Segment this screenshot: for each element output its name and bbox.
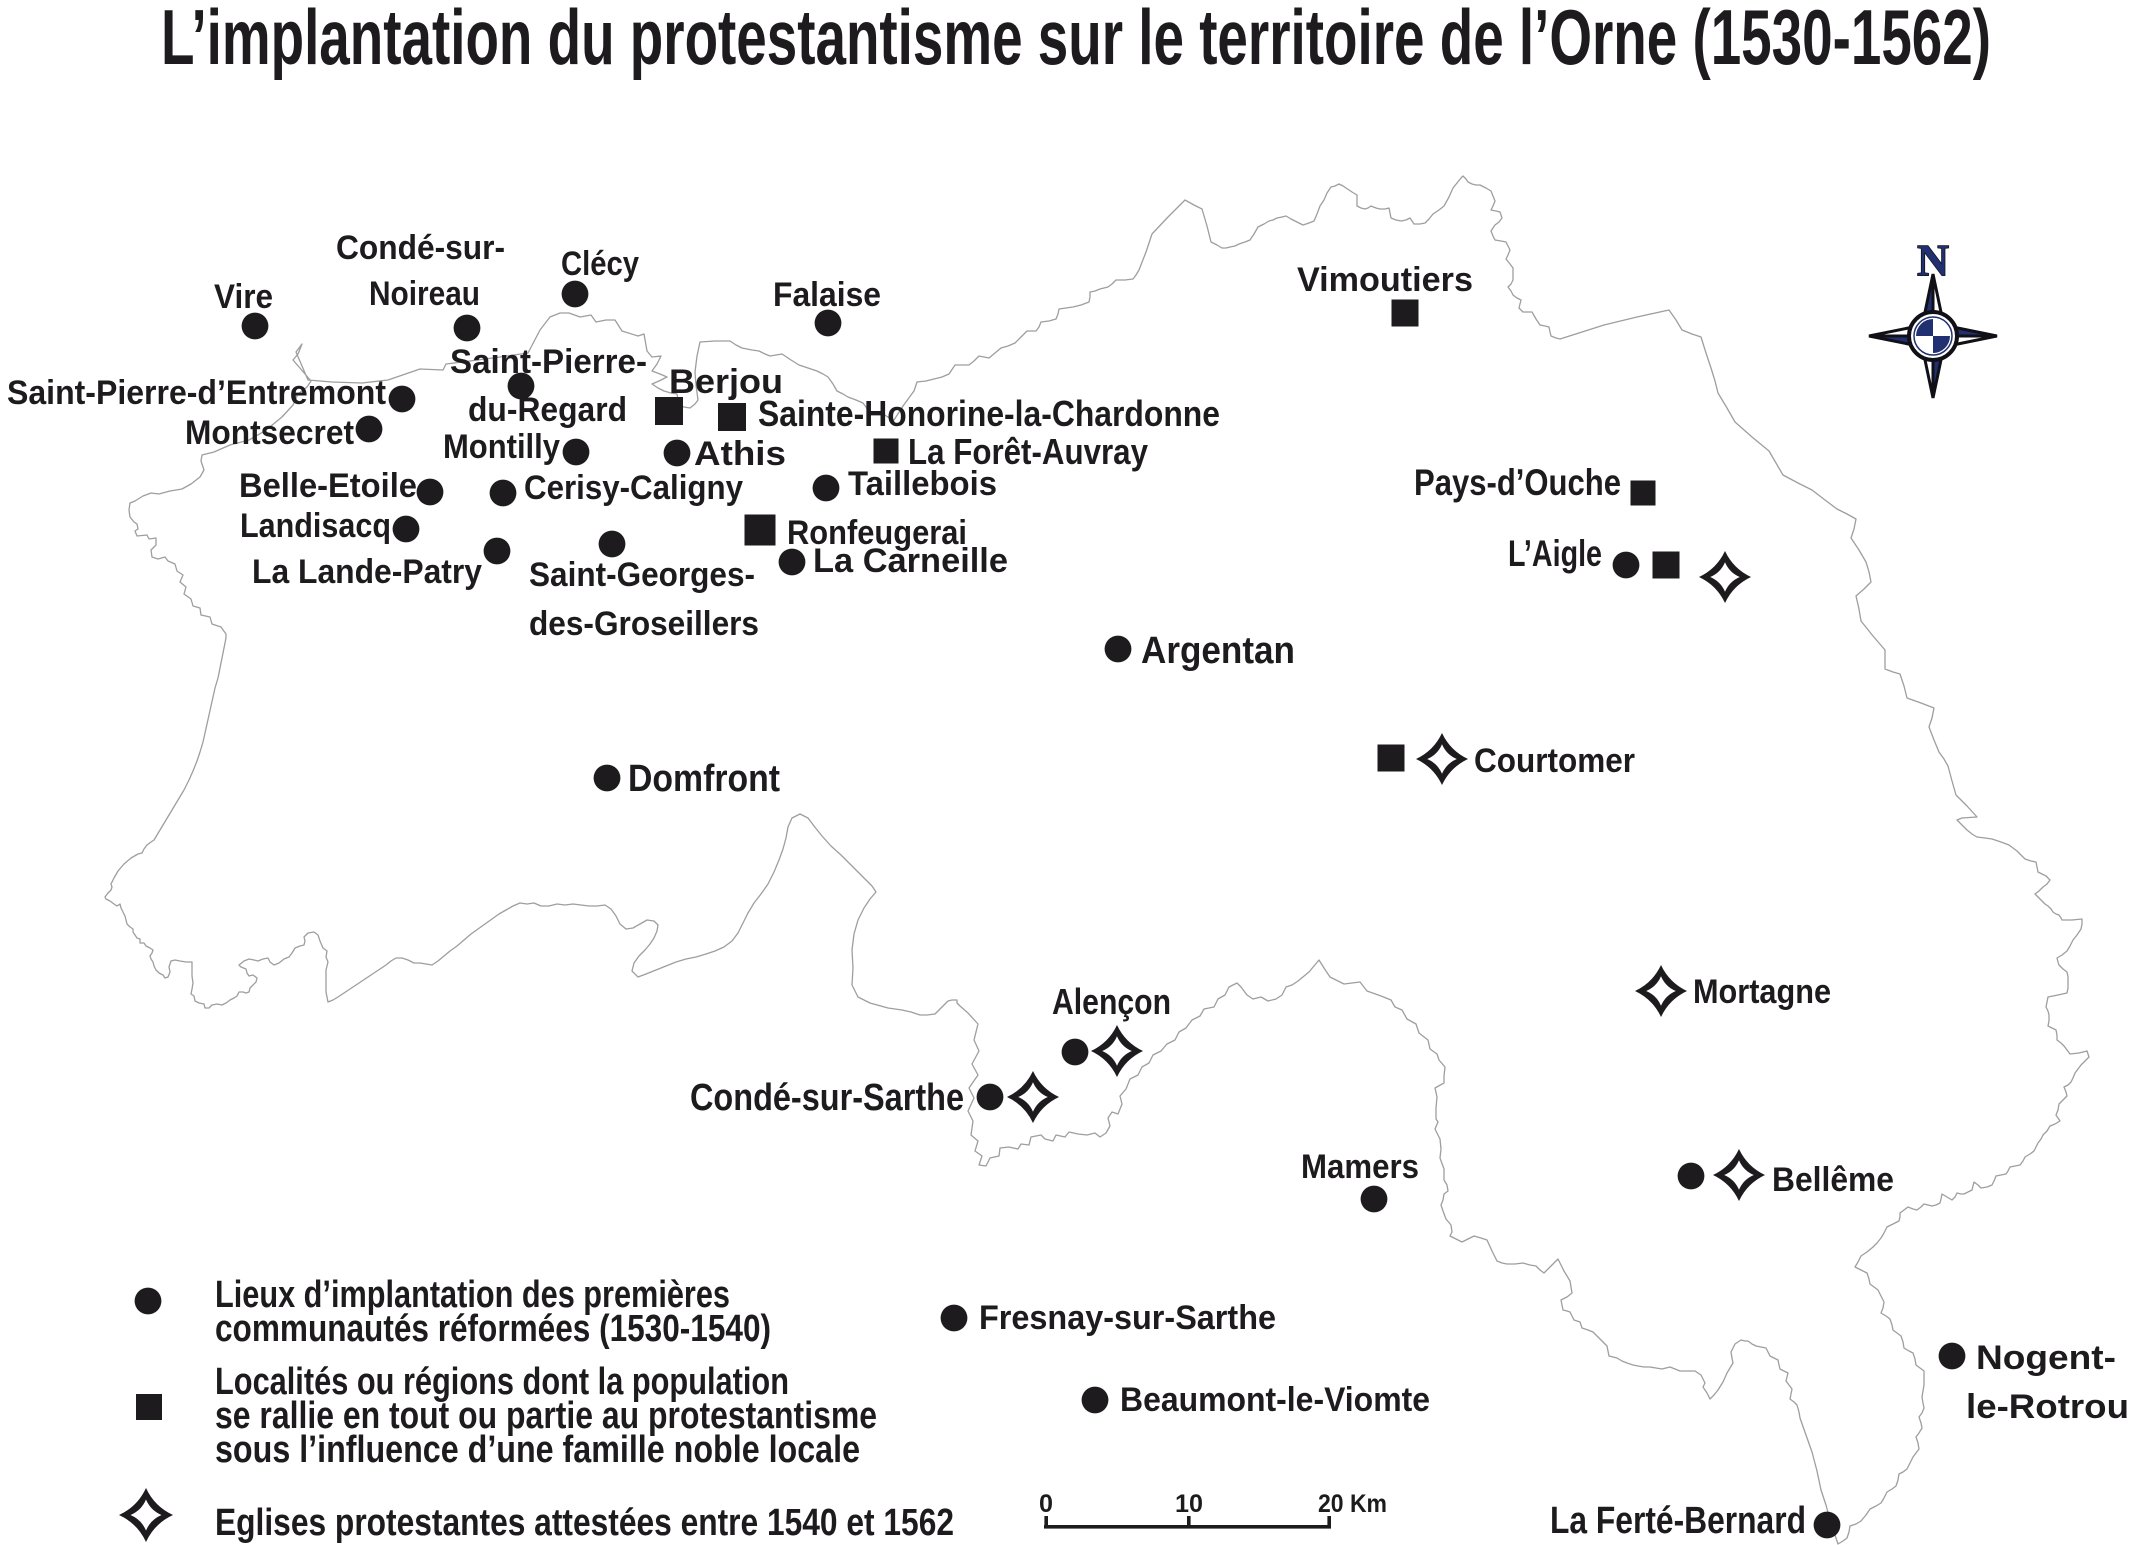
svg-text:Ronfeugerai: Ronfeugerai [787, 514, 967, 552]
svg-text:Cerisy-Caligny: Cerisy-Caligny [524, 469, 743, 507]
svg-text:Condé-sur-Sarthe: Condé-sur-Sarthe [690, 1077, 964, 1119]
svg-text:Alençon: Alençon [1052, 981, 1171, 1022]
svg-text:Beaumont-le-Viomte: Beaumont-le-Viomte [1120, 1381, 1430, 1419]
svg-text:La Carneille: La Carneille [813, 542, 1008, 580]
svg-text:Fresnay-sur-Sarthe: Fresnay-sur-Sarthe [979, 1299, 1276, 1337]
svg-text:La Forêt-Auvray: La Forêt-Auvray [908, 431, 1148, 472]
svg-text:des-Groseillers: des-Groseillers [529, 605, 759, 643]
svg-text:Vimoutiers: Vimoutiers [1297, 261, 1473, 299]
svg-text:Clécy: Clécy [561, 245, 639, 283]
svg-text:du-Regard: du-Regard [468, 391, 627, 429]
svg-text:Montilly: Montilly [443, 428, 560, 466]
svg-text:10: 10 [1175, 1490, 1203, 1518]
svg-text:L’implantation du protestantis: L’implantation du protestantisme sur le … [161, 0, 1991, 81]
svg-text:Localités ou régions dont la p: Localités ou régions dont la population [215, 1361, 789, 1403]
svg-text:Athis: Athis [694, 435, 786, 473]
svg-text:Lieux d’implantation des premi: Lieux d’implantation des premières [215, 1274, 730, 1316]
svg-text:L’Aigle: L’Aigle [1508, 533, 1602, 574]
svg-text:Bellême: Bellême [1772, 1161, 1894, 1199]
svg-text:Falaise: Falaise [773, 276, 881, 314]
svg-text:Berjou: Berjou [669, 363, 783, 401]
svg-text:La Lande-Patry: La Lande-Patry [252, 553, 482, 591]
svg-text:sous l’influence d’une famille: sous l’influence d’une famille noble loc… [215, 1429, 860, 1471]
svg-text:0: 0 [1039, 1490, 1053, 1518]
svg-text:Landisacq: Landisacq [240, 507, 391, 545]
svg-text:Saint-Georges-: Saint-Georges- [529, 556, 755, 594]
svg-text:Belle-Etoile: Belle-Etoile [239, 467, 417, 505]
svg-text:Mamers: Mamers [1301, 1148, 1419, 1186]
svg-text:N: N [1917, 236, 1949, 285]
svg-text:Noireau: Noireau [369, 275, 480, 313]
svg-text:Domfront: Domfront [628, 758, 780, 800]
svg-text:Saint-Pierre-: Saint-Pierre- [450, 343, 647, 381]
svg-text:Montsecret: Montsecret [185, 414, 354, 452]
svg-text:Nogent-: Nogent- [1976, 1339, 2116, 1377]
svg-text:La Ferté-Bernard: La Ferté-Bernard [1550, 1500, 1806, 1542]
svg-text:Taillebois: Taillebois [848, 465, 997, 503]
svg-text:Pays-d’Ouche: Pays-d’Ouche [1414, 462, 1621, 503]
svg-text:communautés réformées (1530-15: communautés réformées (1530-1540) [215, 1308, 771, 1350]
svg-text:Eglises protestantes attestées: Eglises protestantes attestées entre 154… [215, 1502, 954, 1544]
svg-text:Saint-Pierre-d’Entremont: Saint-Pierre-d’Entremont [7, 374, 386, 412]
svg-text:Argentan: Argentan [1141, 630, 1295, 672]
svg-text:se rallie en tout ou partie au: se rallie en tout ou partie au protestan… [215, 1395, 877, 1437]
svg-text:20 Km: 20 Km [1318, 1490, 1387, 1518]
svg-text:Sainte-Honorine-la-Chardonne: Sainte-Honorine-la-Chardonne [758, 393, 1220, 434]
svg-text:Courtomer: Courtomer [1474, 742, 1635, 780]
svg-text:Mortagne: Mortagne [1693, 973, 1831, 1011]
svg-text:Vire: Vire [214, 278, 273, 316]
svg-text:Condé-sur-: Condé-sur- [336, 229, 505, 267]
svg-text:le-Rotrou: le-Rotrou [1966, 1388, 2129, 1426]
